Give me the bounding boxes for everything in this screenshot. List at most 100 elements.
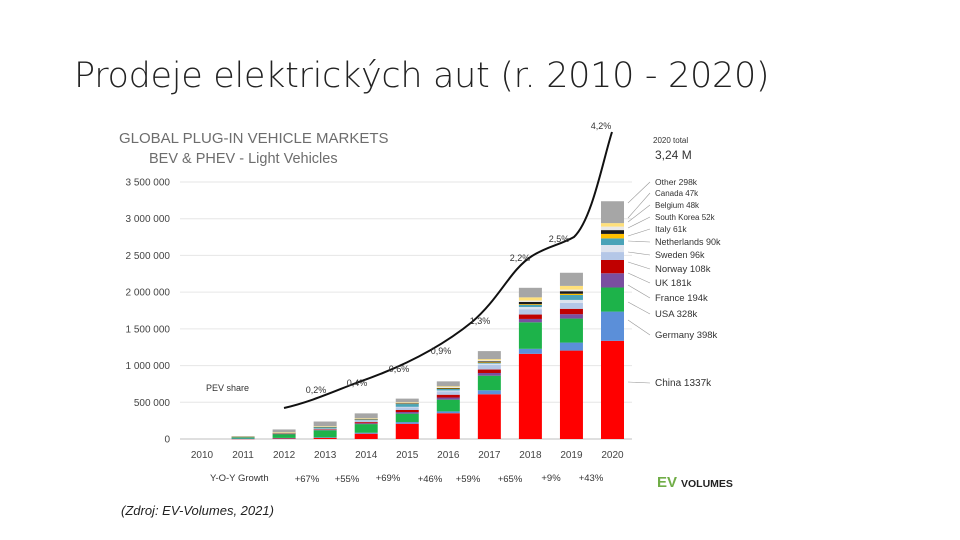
x-tick-label: 2020 xyxy=(601,450,624,461)
bar-segment-sweden xyxy=(313,428,337,430)
chart-title: GLOBAL PLUG-IN VEHICLE MARKETS xyxy=(119,130,389,147)
yoy-growth-value: +67% xyxy=(295,474,320,485)
bar-segment-uk xyxy=(518,314,542,319)
bar-segment-other xyxy=(272,429,296,433)
x-tick-label: 2011 xyxy=(232,450,254,461)
yoy-growth-value: +46% xyxy=(418,474,443,485)
x-tick-label: 2013 xyxy=(314,450,337,461)
pev-share-point-label: 1,3% xyxy=(470,316,491,326)
pev-share-point-label: 0,9% xyxy=(431,346,452,356)
bar-segment-sweden xyxy=(436,390,460,392)
bar-segment-netherlands xyxy=(395,403,419,407)
bar-stack-2012 xyxy=(272,429,296,439)
legend-leader-line xyxy=(627,261,651,270)
bar-segment-usa xyxy=(559,318,583,343)
legend-leader-line xyxy=(627,381,651,384)
bar-segment-norway xyxy=(354,420,378,423)
bar-segment-norway xyxy=(436,391,460,395)
x-tick-label: 2015 xyxy=(396,450,419,461)
bar-segment-uk xyxy=(601,259,624,274)
bar-segment-china xyxy=(272,438,296,439)
bar-segment-other xyxy=(518,287,542,298)
bar-segment-canada xyxy=(313,426,337,427)
bar-stack-2019 xyxy=(559,272,583,439)
bar-segment-canada xyxy=(354,418,378,419)
bar-segment-uk xyxy=(395,409,419,413)
bar-segment-china xyxy=(559,350,583,439)
bar-stack-2016 xyxy=(436,381,460,439)
bar-segment-france xyxy=(601,273,624,288)
bar-stack-2014 xyxy=(354,413,378,439)
bar-segment-netherlands xyxy=(436,388,460,391)
bar-segment-other xyxy=(231,436,255,437)
legend-leader-line xyxy=(627,284,651,299)
x-axis: 2010 2011 2012 2013 2014 2015 2016 2017 2018 2019… xyxy=(191,450,624,461)
bar-segment-other xyxy=(395,398,419,403)
bar-segment-germany xyxy=(559,342,583,351)
bar-segment-usa xyxy=(231,437,255,439)
bar-segment-italy xyxy=(559,293,583,296)
bar-segment-china xyxy=(313,437,337,439)
bar-segment-other xyxy=(559,272,583,286)
legend-label: South Korea 52k xyxy=(655,213,716,222)
bar-segment-netherlands xyxy=(313,426,337,429)
y-tick-label: 1 000 000 xyxy=(126,361,171,372)
bar-stack-2018 xyxy=(518,287,542,439)
yoy-growth-value: +9% xyxy=(541,473,561,484)
yoy-growth-label: Y-O-Y Growth xyxy=(210,473,269,484)
legend-label: China 1337k xyxy=(655,378,712,389)
bar-segment-usa xyxy=(601,287,624,312)
bar-segment-usa xyxy=(436,399,460,412)
bar-stack-2013 xyxy=(313,421,337,439)
legend-label: Other 298k xyxy=(655,177,698,187)
legend-leader-line xyxy=(627,251,651,256)
bar-segment-germany xyxy=(313,437,337,438)
x-tick-label: 2016 xyxy=(437,450,460,461)
bar-segment-germany xyxy=(272,437,296,439)
bar-segment-france xyxy=(559,314,583,319)
bar-segment-uk xyxy=(559,308,583,315)
y-tick-label: 1 500 000 xyxy=(126,324,171,335)
bar-segment-sweden xyxy=(354,420,378,421)
legend-leader-line xyxy=(627,192,651,219)
bar-segment-belgium xyxy=(395,402,419,404)
bar-segment-germany xyxy=(436,411,460,414)
bar-stack-2011 xyxy=(231,436,255,440)
legend-leader-line xyxy=(627,181,651,204)
y-tick-label: 2 500 000 xyxy=(126,251,171,262)
yoy-growth-value: +65% xyxy=(498,474,523,485)
yoy-growth-value: +43% xyxy=(579,473,604,484)
bar-segment-south-korea xyxy=(518,301,542,305)
bar-segment-belgium xyxy=(436,387,460,388)
y-tick-label: 3 000 000 xyxy=(126,214,171,225)
y-axis: 0 500 000 1 000 000 1 500 000 2 000 000 2 500… xyxy=(126,178,632,446)
logo-ev: EV xyxy=(657,474,677,491)
bar-segment-sweden xyxy=(559,299,583,303)
bar-segment-usa xyxy=(477,375,501,391)
bar-segment-germany xyxy=(477,390,501,395)
total-2020-value: 3,24 M xyxy=(655,148,692,162)
bar-segment-uk xyxy=(436,394,460,398)
bar-segment-canada xyxy=(477,359,501,361)
chart-subtitle: BEV & PHEV - Light Vehicles xyxy=(149,151,338,167)
bar-segment-norway xyxy=(601,252,624,260)
x-tick-label: 2019 xyxy=(560,450,583,461)
bar-segment-south-korea xyxy=(436,387,460,389)
bar-segment-norway xyxy=(559,302,583,309)
slide-title: Prodeje elektrických aut (r. 2010 - 2020… xyxy=(74,56,770,96)
bar-segment-uk xyxy=(477,369,501,373)
bar-segment-other xyxy=(354,413,378,419)
bar-segment-france xyxy=(354,423,378,425)
bar-segment-uk xyxy=(313,429,337,430)
yoy-growth-values: +67% +55% +69% +46% +59% +65% +9% +43% xyxy=(295,473,604,485)
pev-share-point-label: 4,2% xyxy=(591,121,612,131)
bar-segment-france xyxy=(395,412,419,414)
y-tick-label: 2 000 000 xyxy=(126,288,171,299)
bar-segment-other xyxy=(477,351,501,360)
bars xyxy=(231,201,624,440)
legend-label: Netherlands 90k xyxy=(655,237,721,247)
legend-label: France 194k xyxy=(655,293,708,304)
x-tick-label: 2010 xyxy=(191,450,214,461)
x-tick-label: 2012 xyxy=(273,450,296,461)
bar-segment-usa xyxy=(313,430,337,438)
